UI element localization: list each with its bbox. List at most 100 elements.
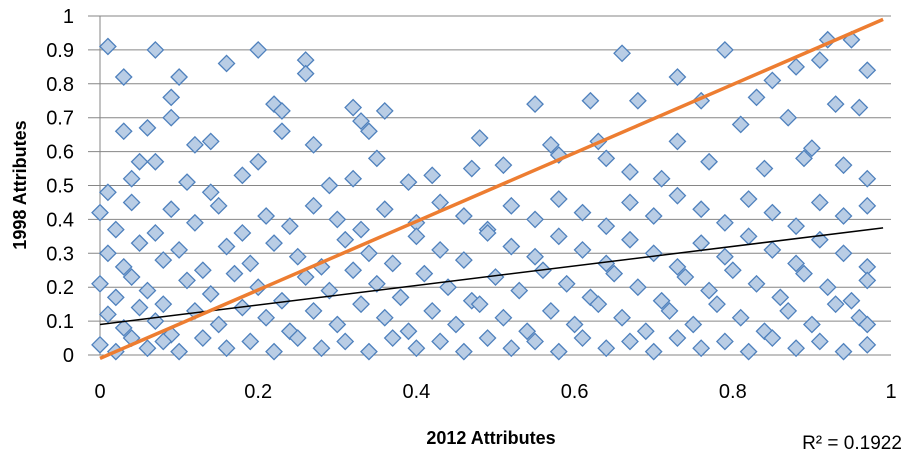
data-point xyxy=(715,40,734,59)
data-point xyxy=(170,68,189,86)
data-point xyxy=(336,332,355,351)
x-tick-label: 0.6 xyxy=(561,381,589,403)
data-point xyxy=(391,288,410,307)
data-point xyxy=(787,339,805,358)
data-point xyxy=(367,274,386,293)
data-point xyxy=(296,64,315,83)
data-point xyxy=(304,302,323,320)
y-axis-title: 1998 Attributes xyxy=(10,120,30,249)
data-point xyxy=(573,240,592,259)
data-point xyxy=(573,329,592,347)
data-point xyxy=(399,173,418,192)
data-point xyxy=(257,207,276,225)
data-point xyxy=(652,291,671,310)
data-point xyxy=(399,322,418,341)
data-point xyxy=(858,315,877,334)
data-point xyxy=(763,240,782,259)
data-point xyxy=(225,264,244,283)
data-point xyxy=(336,230,355,249)
data-point xyxy=(217,237,236,256)
data-point xyxy=(731,308,750,327)
data-point xyxy=(296,268,315,286)
data-point xyxy=(526,210,544,229)
data-point xyxy=(858,169,877,188)
data-point xyxy=(352,220,370,239)
data-point xyxy=(233,224,252,242)
y-tick-label: 0.2 xyxy=(46,277,74,299)
data-point xyxy=(700,152,718,171)
data-point xyxy=(130,298,149,317)
data-point xyxy=(344,98,363,117)
y-tick-label: 0.3 xyxy=(46,243,74,265)
data-point xyxy=(367,149,386,168)
data-point xyxy=(723,261,742,280)
data-point xyxy=(779,108,798,127)
data-point xyxy=(621,163,639,181)
data-point xyxy=(581,91,600,110)
data-point xyxy=(328,210,347,229)
y-tick-label: 0.1 xyxy=(46,311,74,333)
data-point xyxy=(700,281,718,300)
data-point xyxy=(597,339,616,358)
x-axis-ticks: 0 0.2 0.4 0.6 0.8 1 xyxy=(94,381,896,403)
data-point xyxy=(771,288,790,307)
data-point xyxy=(502,339,521,358)
data-point xyxy=(91,203,109,222)
linear-trendline xyxy=(99,227,884,326)
data-point xyxy=(573,203,592,222)
data-point xyxy=(146,312,165,331)
data-point xyxy=(826,95,845,114)
data-point xyxy=(613,44,631,63)
data-point xyxy=(470,295,489,314)
data-point xyxy=(858,271,877,290)
data-point xyxy=(715,332,734,351)
data-point xyxy=(186,135,204,154)
data-point xyxy=(273,102,291,120)
data-point xyxy=(114,122,133,141)
data-point xyxy=(454,342,473,361)
data-point xyxy=(668,329,687,347)
data-point xyxy=(605,264,624,283)
data-point xyxy=(217,339,236,358)
data-point xyxy=(344,261,363,280)
data-point xyxy=(795,149,813,168)
data-point xyxy=(510,281,529,300)
data-point xyxy=(233,166,252,185)
data-point xyxy=(383,254,402,273)
data-point xyxy=(565,315,584,334)
data-point xyxy=(502,196,521,215)
data-point xyxy=(858,335,877,354)
data-point xyxy=(850,98,869,117)
data-point xyxy=(249,278,268,297)
data-point xyxy=(178,173,196,192)
data-point xyxy=(407,227,426,246)
data-point xyxy=(810,193,829,212)
data-point xyxy=(423,302,442,320)
x-tick-label: 0.8 xyxy=(719,381,747,403)
data-point xyxy=(178,271,196,290)
y-axis-ticks: 0 0.1 0.2 0.3 0.4 0.5 0.6 0.7 0.8 0.9 1 xyxy=(46,6,74,367)
data-point xyxy=(549,190,568,208)
data-point xyxy=(502,237,521,256)
data-point xyxy=(787,254,805,273)
data-point xyxy=(304,135,323,154)
data-point xyxy=(91,335,109,354)
data-point xyxy=(779,302,798,320)
data-point xyxy=(652,169,671,188)
data-point xyxy=(360,342,378,361)
data-point xyxy=(763,71,782,90)
data-point xyxy=(122,193,141,212)
data-point xyxy=(668,132,687,151)
data-point xyxy=(201,132,220,151)
data-point xyxy=(747,88,766,107)
data-point xyxy=(668,257,687,276)
data-point xyxy=(249,40,268,59)
data-point xyxy=(747,274,766,293)
data-point xyxy=(407,339,426,358)
data-point xyxy=(731,115,750,134)
data-point xyxy=(375,102,394,120)
data-point xyxy=(114,318,133,337)
data-point xyxy=(146,152,165,171)
data-point xyxy=(423,166,442,185)
